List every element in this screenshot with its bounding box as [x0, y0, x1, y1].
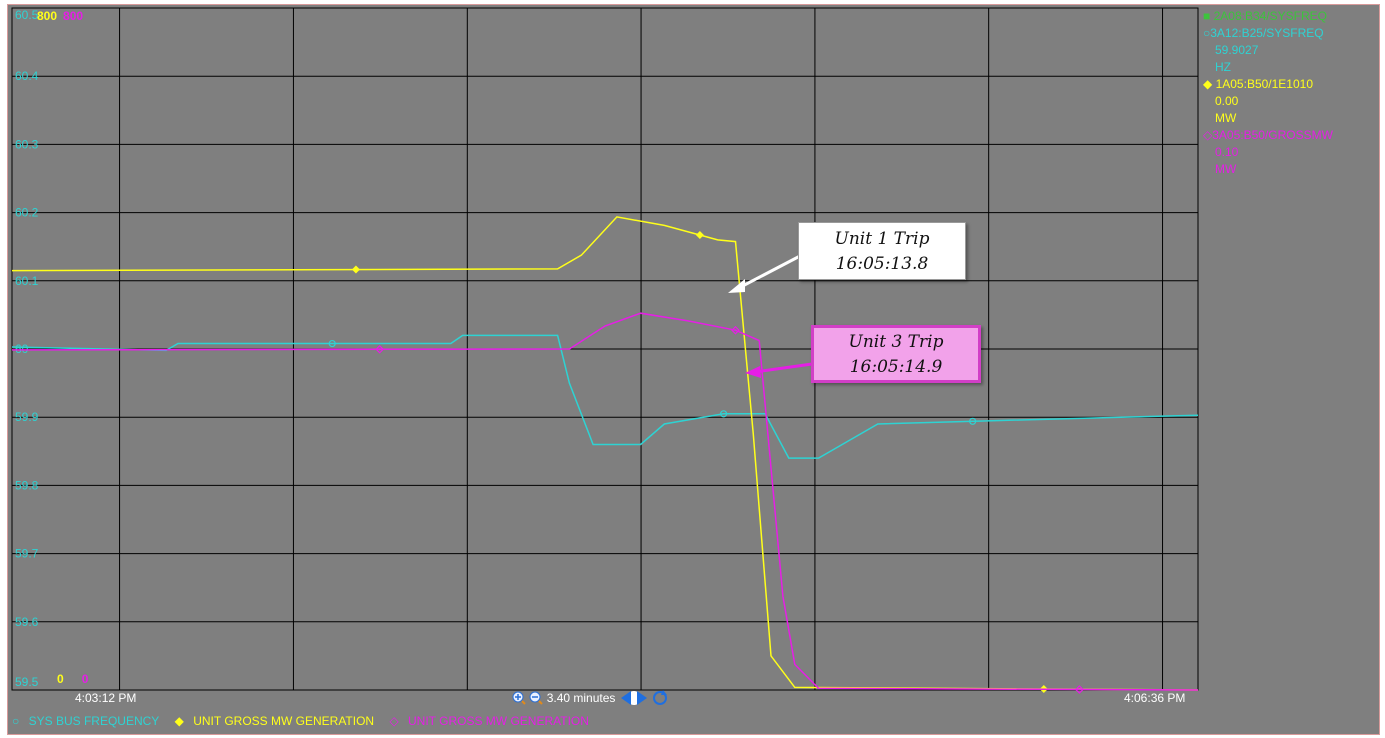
unit1-trip-time: 16:05:13.8 [835, 254, 929, 274]
series-line [11, 216, 1199, 691]
series-line [11, 312, 1199, 691]
legend-magenta-label: UNIT GROSS MW GENERATION [408, 714, 589, 728]
start-time: 4:03:12 PM [75, 691, 137, 705]
series-line [11, 334, 1199, 459]
y-axis-label: 59.8 [15, 478, 39, 492]
legend-cyan-label: SYS BUS FREQUENCY [28, 714, 160, 728]
y-axis-label: 60.3 [15, 137, 39, 151]
bottom-scale-yellow: 0 [57, 672, 64, 686]
duration-label: 3.40 minutes [546, 691, 616, 705]
unit1-trip-callout: Unit 1 Trip 16:05:13.8 [798, 222, 966, 280]
legend-yellow[interactable]: ◆ UNIT GROSS MW GENERATION [175, 714, 380, 728]
yellow-tag: 1A05:B50/1E1010 [1215, 77, 1313, 91]
unit3-arrow [754, 362, 813, 374]
y-axis-label: 60.5 [15, 8, 39, 22]
y-axis-labels: 60.5 60.4 60.3 60.2 60.1 60 59.9 59.8 59.7 59.6 59… [15, 8, 39, 689]
unit3-trip-callout: Unit 3 Trip 16:05:14.9 [811, 325, 981, 383]
cyan-unit: HZ [1215, 60, 1231, 74]
bottom-legend: ○ SYS BUS FREQUENCY ◆ UNIT GROSS MW GENE… [12, 714, 601, 732]
magenta-value: 0.10 [1215, 145, 1239, 159]
legend-cyan[interactable]: ○ SYS BUS FREQUENCY [12, 714, 165, 728]
yellow-tag-row[interactable]: ◆ 1A05:B50/1E1010 [1203, 76, 1378, 93]
series-marker [731, 325, 740, 335]
chart-series [11, 216, 1199, 694]
cyan-tag: 3A12:B25/SYSFREQ [1210, 26, 1324, 40]
trend-window [7, 4, 1380, 735]
green-tag-row[interactable]: ■ 2A08:B34/SYSFREQ [1203, 8, 1378, 25]
y-axis-label: 59.7 [15, 547, 39, 561]
top-scale-yellow: 800 [37, 9, 58, 23]
unit1-arrow [734, 254, 801, 292]
bottom-scale-magenta: 0 [81, 672, 89, 686]
top-scale-magenta: 800 [63, 9, 84, 23]
y-axis-label: 59.6 [15, 615, 39, 629]
y-axis-label: 59.9 [15, 410, 39, 424]
y-axis-label: 59.5 [15, 675, 39, 689]
y-axis-label: 60.1 [15, 274, 39, 288]
side-legend: ■ 2A08:B34/SYSFREQ ○3A12:B25/SYSFREQ 59.… [1203, 8, 1378, 178]
scroll-left-right-icon[interactable] [619, 690, 649, 706]
diamond-marker-icon: ◆ [174, 714, 188, 728]
green-tag: 2A08:B34/SYSFREQ [1213, 9, 1327, 23]
series-marker [719, 410, 728, 418]
series-marker [1075, 685, 1084, 694]
circle-marker-icon: ○ [1203, 26, 1211, 40]
y-axis-label: 60 [15, 342, 29, 356]
series-marker [375, 344, 385, 354]
refresh-icon[interactable] [652, 690, 668, 706]
chart-grid [11, 7, 1199, 691]
y-axis-label: 60.4 [15, 69, 39, 83]
unit3-trip-title: Unit 3 Trip [848, 332, 944, 352]
legend-yellow-label: UNIT GROSS MW GENERATION [193, 714, 375, 728]
yellow-value: 0.00 [1215, 94, 1239, 108]
top-scale: 800 800 [37, 9, 83, 23]
zoom-in-icon[interactable] [512, 691, 526, 705]
unit1-trip-title: Unit 1 Trip [834, 229, 930, 249]
circle-marker-icon: ○ [12, 714, 23, 728]
yellow-unit: MW [1215, 111, 1237, 125]
diamond-outline-marker-icon: ◇ [1203, 128, 1213, 142]
y-axis-label: 60.2 [15, 206, 39, 220]
zoom-out-icon[interactable] [529, 691, 544, 705]
magenta-unit: MW [1215, 162, 1237, 176]
series-marker [969, 417, 977, 425]
series-marker [351, 265, 360, 274]
legend-magenta[interactable]: ◇ UNIT GROSS MW GENERATION [389, 714, 594, 728]
diamond-outline-marker-icon: ◇ [389, 714, 403, 728]
diamond-marker-icon: ◆ [1203, 77, 1213, 91]
magenta-tag: 3A05:B50/GROSSMW [1212, 128, 1333, 142]
cyan-tag-row[interactable]: ○3A12:B25/SYSFREQ [1203, 25, 1378, 42]
unit1-arrowhead [728, 279, 745, 293]
end-time: 4:06:36 PM [1124, 691, 1186, 705]
unit3-trip-time: 16:05:14.9 [849, 357, 943, 377]
square-marker-icon: ■ [1203, 9, 1211, 23]
time-axis-bar: 4:03:12 PM 3.40 minutes 4:06:36 PM [12, 690, 1202, 708]
series-marker [695, 231, 704, 240]
unit3-arrowhead [745, 366, 761, 378]
magenta-tag-row[interactable]: ◇3A05:B50/GROSSMW [1203, 127, 1378, 144]
time-controls: 3.40 minutes [512, 690, 668, 706]
series-marker [328, 339, 336, 348]
cyan-value: 59.9027 [1215, 43, 1259, 57]
